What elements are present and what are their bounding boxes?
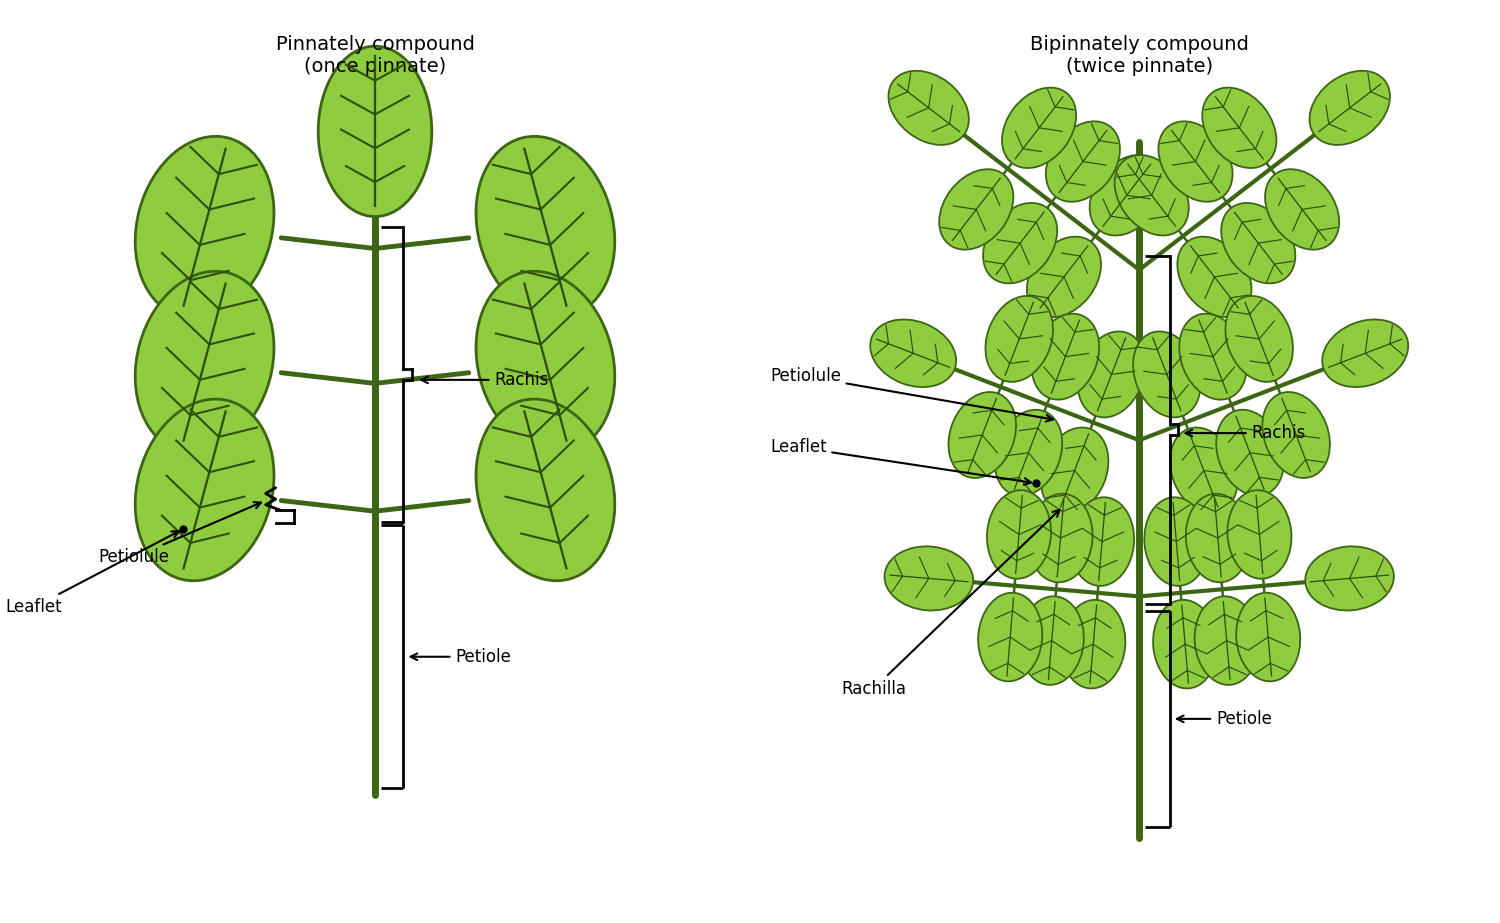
Ellipse shape	[1322, 319, 1408, 387]
Ellipse shape	[1114, 155, 1188, 235]
Text: Rachis: Rachis	[422, 371, 549, 389]
Ellipse shape	[1305, 546, 1394, 610]
Ellipse shape	[1203, 88, 1276, 168]
Ellipse shape	[1028, 236, 1101, 318]
Ellipse shape	[1060, 600, 1125, 689]
Ellipse shape	[1046, 121, 1120, 202]
Ellipse shape	[1158, 121, 1233, 202]
Ellipse shape	[1178, 236, 1251, 318]
Ellipse shape	[1263, 392, 1330, 478]
Text: Petiole: Petiole	[411, 648, 512, 665]
Ellipse shape	[994, 410, 1062, 496]
Ellipse shape	[987, 490, 1052, 579]
Ellipse shape	[1221, 203, 1296, 283]
Ellipse shape	[982, 203, 1058, 283]
Text: Rachilla: Rachilla	[842, 509, 1059, 698]
Ellipse shape	[1032, 314, 1100, 400]
Text: Leaflet: Leaflet	[770, 438, 1030, 485]
Ellipse shape	[1194, 596, 1258, 685]
Ellipse shape	[1132, 331, 1200, 417]
Ellipse shape	[1264, 169, 1340, 249]
Ellipse shape	[986, 296, 1053, 382]
Text: Bipinnately compound
(twice pinnate): Bipinnately compound (twice pinnate)	[1030, 35, 1248, 77]
Ellipse shape	[1236, 593, 1300, 681]
Ellipse shape	[135, 137, 274, 318]
Ellipse shape	[1144, 497, 1209, 586]
Ellipse shape	[1310, 71, 1390, 145]
Ellipse shape	[888, 71, 969, 145]
Ellipse shape	[870, 319, 956, 387]
Ellipse shape	[885, 546, 974, 610]
Text: Pinnately compound
(once pinnate): Pinnately compound (once pinnate)	[276, 35, 474, 77]
Ellipse shape	[135, 271, 274, 453]
Ellipse shape	[318, 46, 432, 217]
Ellipse shape	[978, 593, 1042, 681]
Ellipse shape	[1070, 497, 1134, 586]
Ellipse shape	[1179, 314, 1246, 400]
Ellipse shape	[476, 137, 615, 318]
Ellipse shape	[1041, 427, 1108, 513]
Text: Petiolule: Petiolule	[98, 502, 261, 567]
Text: Petiole: Petiole	[1178, 710, 1272, 728]
Ellipse shape	[939, 169, 1014, 249]
Ellipse shape	[1089, 155, 1164, 235]
Text: Rachis: Rachis	[1185, 424, 1306, 442]
Ellipse shape	[1029, 494, 1092, 582]
Ellipse shape	[476, 271, 615, 453]
Ellipse shape	[1216, 410, 1284, 496]
Ellipse shape	[135, 399, 274, 581]
Ellipse shape	[1002, 88, 1076, 168]
Text: Leaflet: Leaflet	[6, 532, 178, 616]
Ellipse shape	[476, 399, 615, 581]
Ellipse shape	[1170, 427, 1238, 513]
Ellipse shape	[1226, 296, 1293, 382]
Ellipse shape	[1186, 494, 1250, 582]
Ellipse shape	[948, 392, 1016, 478]
Ellipse shape	[1154, 600, 1216, 689]
Text: Petiolule: Petiolule	[770, 367, 1053, 422]
Ellipse shape	[1077, 331, 1146, 417]
Ellipse shape	[1227, 490, 1292, 579]
Ellipse shape	[1020, 596, 1084, 685]
